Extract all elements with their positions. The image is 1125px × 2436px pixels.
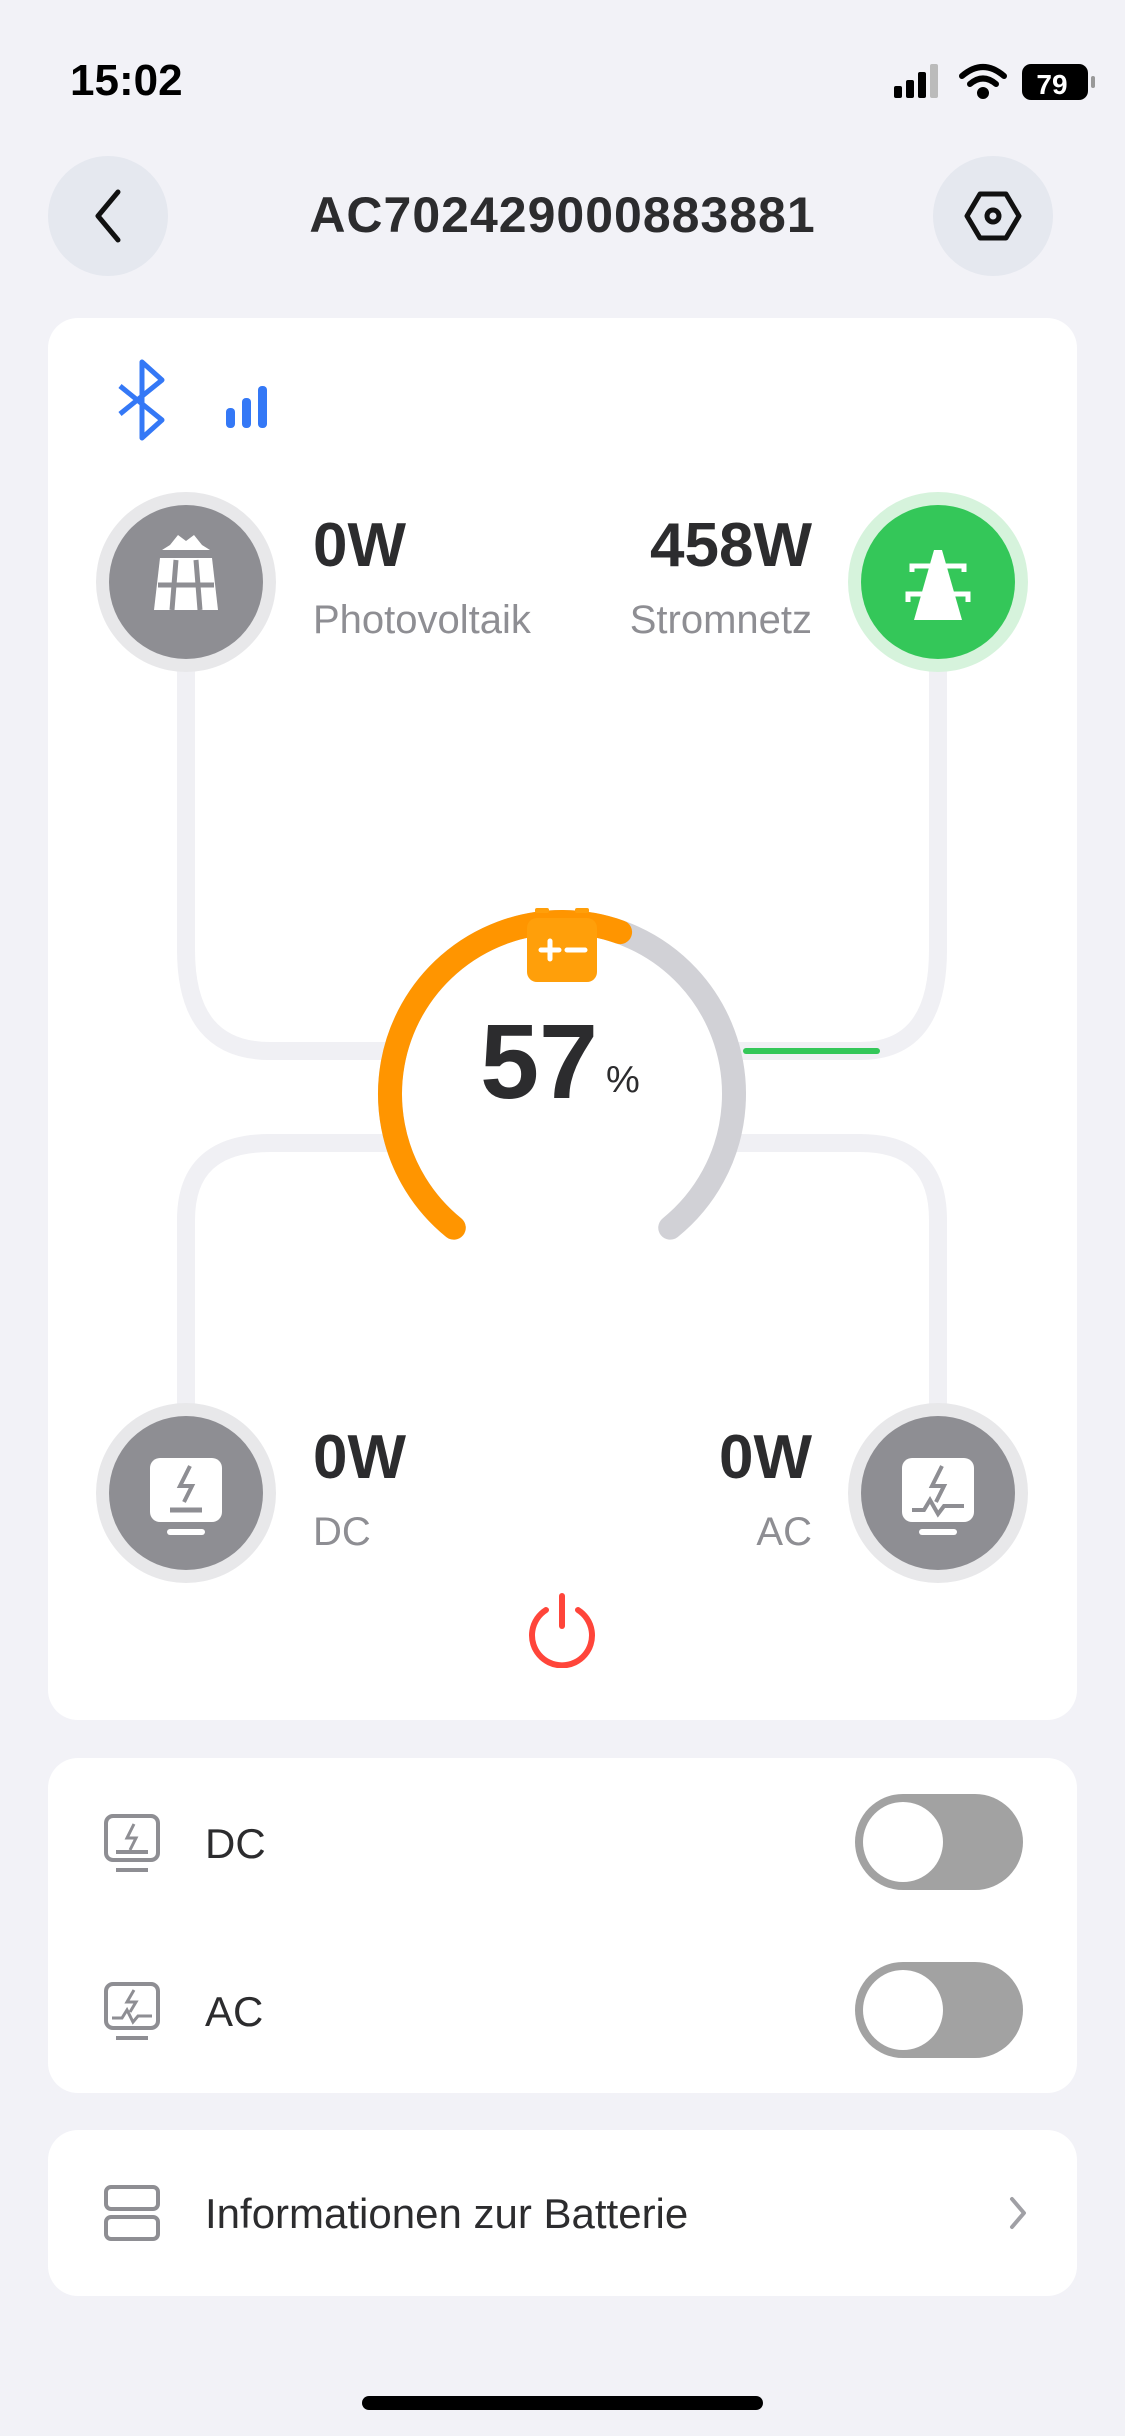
bluetooth-icon [118,359,165,441]
dc-output-label: DC [205,1820,266,1867]
pv-label: Photovoltaik [313,598,531,642]
ac-power: 0W [719,1423,812,1492]
dc-node [96,1403,276,1583]
grid-label: Stromnetz [629,598,812,642]
flow-lines [177,670,947,1410]
grid-node [848,492,1028,672]
page-title: AC702429000883881 [309,187,816,243]
ac-label: AC [756,1510,812,1554]
dc-output-toggle[interactable] [855,1794,1023,1890]
ac-output-icon [104,1982,160,2040]
battery-icon [1022,64,1088,100]
cellular-signal-icon [894,64,938,98]
battery-percent: 57 [480,1003,598,1121]
battery-info-label: Informationen zur Batterie [205,2190,689,2237]
status-time: 15:02 [70,56,183,105]
battery-info-row[interactable]: Informationen zur Batterie [48,2130,1077,2296]
wifi-icon [959,64,1007,99]
ac-output-toggle[interactable] [855,1962,1023,2058]
outputs-card: DC AC [48,1758,1077,2093]
grid-power: 458W [650,511,812,580]
settings-button[interactable] [933,156,1053,276]
solar-panel-icon [154,535,218,611]
energy-flow-diagram: 57 % [96,492,1028,1583]
battery-percent-unit: % [606,1059,640,1101]
connectivity-status [118,359,267,441]
dc-power: 0W [313,1423,406,1492]
power-tower-icon [905,550,971,620]
battery-level: 79 [1036,69,1067,100]
settings-hexagon-icon [964,191,1022,241]
output-row-dc: DC [48,1758,1077,1926]
chevron-left-icon [95,189,121,243]
signal-strength-icon [226,386,267,428]
dc-output-icon [150,1458,222,1535]
output-row-ac: AC [48,1926,1077,2093]
battery-modules-icon [104,2185,160,2241]
pv-power: 0W [313,511,406,580]
status-icons: 79 [894,64,1095,100]
back-button[interactable] [48,156,168,276]
chevron-right-icon [1010,2197,1026,2229]
power-button[interactable] [522,1588,602,1669]
home-indicator[interactable] [362,2396,763,2410]
ac-output-icon [902,1458,974,1535]
battery-icon [527,908,597,982]
dc-label: DC [313,1510,371,1554]
ac-output-label: AC [205,1988,264,2035]
ac-node [848,1403,1028,1583]
power-icon [529,1593,595,1669]
dc-output-icon [104,1814,160,1872]
pv-node [96,492,276,672]
